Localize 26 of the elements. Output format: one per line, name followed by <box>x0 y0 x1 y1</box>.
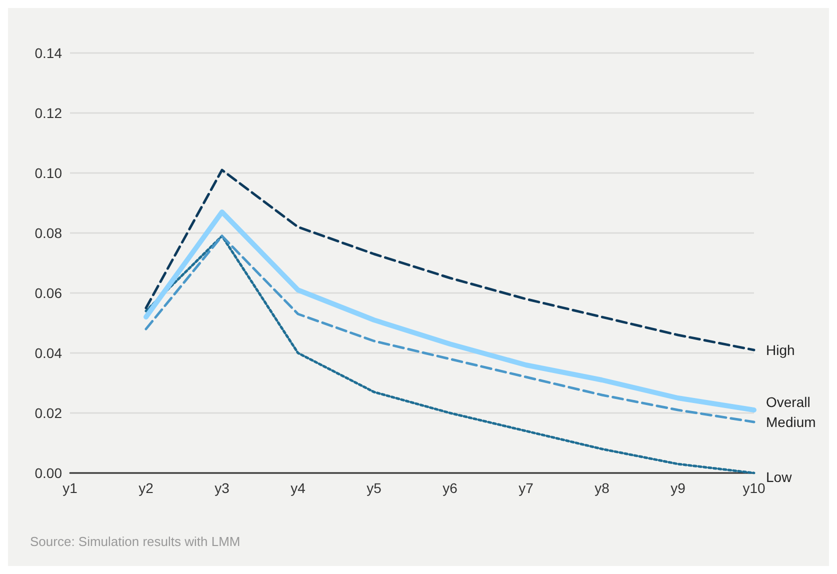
series-label: High <box>766 342 795 358</box>
y-tick-label: 0.14 <box>34 45 62 61</box>
y-tick-label: 0.02 <box>34 405 62 421</box>
series-label: Overall <box>766 394 810 410</box>
x-tick-label: y5 <box>366 480 382 496</box>
y-tick-label: 0.00 <box>34 465 62 481</box>
y-tick-label: 0.12 <box>34 105 62 121</box>
line-series <box>144 234 756 474</box>
line-series <box>144 168 756 352</box>
y-tick-label: 0.06 <box>34 285 62 301</box>
x-tick-label: y6 <box>442 480 458 496</box>
x-tick-label: y1 <box>62 480 78 496</box>
x-tick-label: y3 <box>214 480 230 496</box>
source-note: Source: Simulation results with LMM <box>30 534 240 549</box>
x-tick-label: y2 <box>138 480 154 496</box>
x-tick-label: y10 <box>742 480 766 496</box>
series-label: Low <box>766 469 793 485</box>
line-series <box>144 234 756 424</box>
y-tick-label: 0.04 <box>34 345 62 361</box>
x-tick-label: y7 <box>518 480 534 496</box>
series-label: Medium <box>766 414 816 430</box>
y-tick-label: 0.10 <box>34 165 62 181</box>
x-tick-label: y9 <box>670 480 686 496</box>
x-tick-label: y8 <box>594 480 610 496</box>
y-tick-label: 0.08 <box>34 225 62 241</box>
x-tick-label: y4 <box>290 480 306 496</box>
